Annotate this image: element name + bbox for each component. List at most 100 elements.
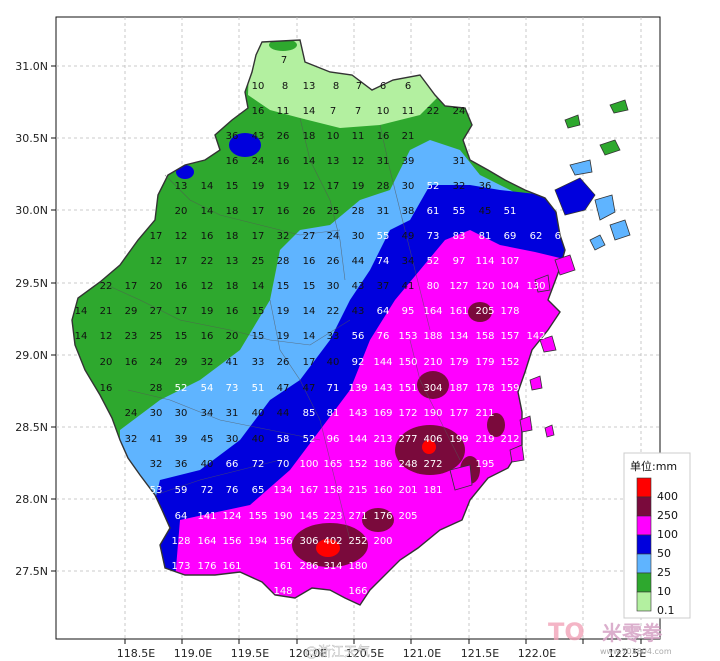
station-value: 190 [273,511,292,522]
station-value: 12 [201,281,214,292]
station-value: 54 [201,383,214,394]
station-value: 190 [423,408,442,419]
station-value: 11 [402,106,415,117]
station-value: 402 [323,536,342,547]
station-value: 41 [402,281,415,292]
x-axis: 118.5E 119.0E 119.5E 120.0E 120.5E 121.0… [117,639,646,660]
station-value: 33 [327,331,340,342]
station-value: 18 [226,231,239,242]
station-value: 13 [175,181,188,192]
station-value: 164 [197,536,216,547]
station-value: 29 [175,357,188,368]
station-value: 152 [348,459,367,470]
station-value: 95 [402,306,415,317]
station-value: 49 [402,231,415,242]
station-value: 166 [348,586,367,597]
station-value: 199 [449,434,468,445]
station-value: 187 [449,383,468,394]
legend-swatch [636,477,652,498]
station-value: 153 [398,331,417,342]
station-value: 155 [248,511,267,522]
station-value: 16 [175,281,188,292]
station-value: 58 [277,434,290,445]
station-value: 16 [277,156,290,167]
station-value: 21 [402,131,415,142]
station-value: 13 [303,81,316,92]
station-value: 24 [150,357,163,368]
legend-label: 250 [657,509,678,522]
station-value: 16 [125,357,138,368]
station-value: 73 [427,231,440,242]
station-value: 194 [248,536,267,547]
station-value: 40 [252,408,265,419]
station-value: 26 [277,357,290,368]
station-value: 10 [377,106,390,117]
station-value: 128 [171,536,190,547]
station-value: 195 [475,459,494,470]
station-value: 44 [352,256,365,267]
station-value: 64 [377,306,390,317]
station-value: 277 [398,434,417,445]
station-value: 41 [150,434,163,445]
station-value: 24 [453,106,466,117]
station-value: 26 [327,256,340,267]
station-value: 76 [226,485,239,496]
station-value: 107 [500,256,519,267]
station-value: 145 [299,511,318,522]
legend-swatch [636,553,652,574]
station-value: 134 [273,485,292,496]
station-value: 40 [252,434,265,445]
station-value: 14 [201,206,214,217]
legend-title: 单位:mm [630,459,677,473]
station-value: 144 [348,434,367,445]
station-value: 52 [427,256,440,267]
station-value: 16 [201,331,214,342]
station-value: 25 [252,256,265,267]
station-value: 22 [201,256,214,267]
station-value: 186 [373,459,392,470]
station-value: 16 [252,106,265,117]
station-value: 28 [277,256,290,267]
station-value: 161 [222,561,241,572]
station-value: 14 [303,106,316,117]
station-value: 51 [252,383,265,394]
x-tick-label: 119.0E [174,647,212,660]
station-value: 179 [449,357,468,368]
legend-swatch [636,496,652,517]
station-value: 37 [377,281,390,292]
station-value: 176 [197,561,216,572]
station-value: 19 [252,181,265,192]
x-tick-label: 122.0E [518,647,556,660]
station-value: 210 [423,357,442,368]
station-value: 36 [175,459,188,470]
station-value: 23 [125,331,138,342]
station-value: 272 [423,459,442,470]
station-value: 176 [373,511,392,522]
station-value: 10 [252,81,265,92]
station-value: 24 [125,408,138,419]
station-value: 12 [100,331,113,342]
station-value: 169 [373,408,392,419]
station-value: 173 [171,561,190,572]
legend-label: 100 [657,528,678,541]
y-tick-label: 30.0N [15,204,48,217]
station-value: 65 [252,485,265,496]
station-value: 20 [175,206,188,217]
station-value: 41 [226,357,239,368]
station-value: 52 [303,434,316,445]
station-value: 188 [423,331,442,342]
station-value: 70 [277,459,290,470]
station-value: 148 [273,586,292,597]
station-value: 161 [449,306,468,317]
station-value: 43 [252,131,265,142]
station-value: 92 [352,357,365,368]
station-value: 159 [500,383,519,394]
station-value: 17 [150,231,163,242]
station-value: 17 [252,231,265,242]
legend-label: 0.1 [657,604,675,617]
station-value: 16 [277,206,290,217]
station-value: 40 [201,459,214,470]
county-borders [99,117,461,541]
station-value: 33 [252,357,265,368]
station-value: 30 [150,408,163,419]
